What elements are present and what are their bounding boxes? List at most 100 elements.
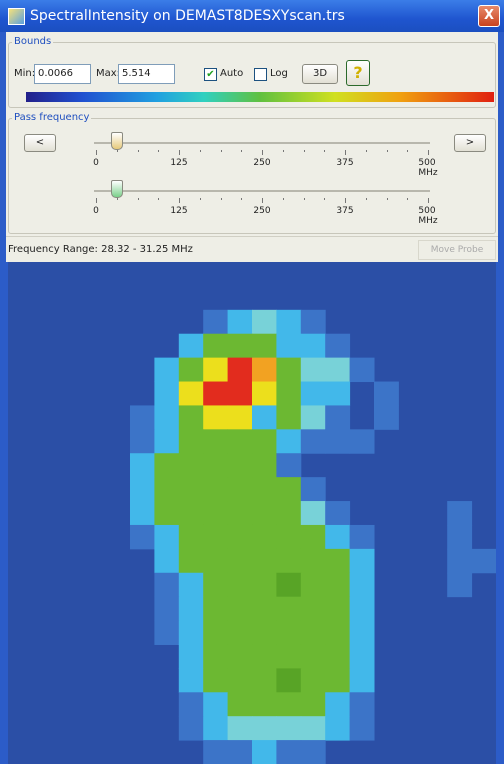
heat-cell <box>301 358 326 382</box>
heat-cell <box>252 334 277 358</box>
heat-cell <box>447 573 472 597</box>
heat-cell <box>325 597 350 621</box>
slider-tick <box>428 198 429 203</box>
heat-cell <box>228 740 253 764</box>
slider-thumb[interactable] <box>111 180 123 198</box>
heat-cell <box>203 405 228 429</box>
slider-tick-label: 375 <box>336 206 353 216</box>
slider-tick <box>158 150 159 152</box>
slider-tick <box>96 198 97 203</box>
heat-cell <box>276 334 301 358</box>
heat-cell <box>228 358 253 382</box>
heat-cell <box>179 597 204 621</box>
slider-tick <box>407 198 408 200</box>
heat-cell <box>350 525 375 549</box>
heat-cell <box>350 573 375 597</box>
heat-cell <box>154 525 179 549</box>
heat-cell <box>325 668 350 692</box>
heat-cell <box>228 310 253 334</box>
help-button[interactable]: ? <box>346 60 370 86</box>
heat-cell <box>179 621 204 645</box>
slider-tick <box>387 150 388 152</box>
heat-cell <box>350 597 375 621</box>
heat-cell <box>228 644 253 668</box>
heat-cell <box>203 429 228 453</box>
heat-cell <box>154 501 179 525</box>
heat-cell <box>350 668 375 692</box>
slider-tick <box>241 198 242 200</box>
heat-cell <box>179 501 204 525</box>
heat-cell <box>301 573 326 597</box>
heat-cell <box>325 644 350 668</box>
log-checkbox[interactable] <box>254 68 267 81</box>
group-label: Bounds <box>12 36 53 47</box>
heat-cell <box>203 644 228 668</box>
slider-tick-label: 375 <box>336 158 353 168</box>
heat-cell <box>301 549 326 573</box>
heat-cell <box>325 334 350 358</box>
slider-thumb[interactable] <box>111 132 123 150</box>
heat-cell <box>130 525 155 549</box>
heat-cell <box>276 429 301 453</box>
heat-cell <box>252 453 277 477</box>
max-input[interactable]: 5.514 <box>118 64 175 84</box>
3d-button[interactable]: 3D <box>302 64 338 84</box>
heat-cell <box>252 501 277 525</box>
slider-tick <box>221 150 222 152</box>
label: Auto <box>220 68 243 79</box>
heat-cell <box>252 692 277 716</box>
slider-tick-label: 500 MHz <box>418 206 437 226</box>
heat-cell <box>228 477 253 501</box>
heat-cell <box>130 405 155 429</box>
frequency-range: Frequency Range: 28.32 - 31.25 MHz <box>8 244 193 255</box>
control-panel: Bounds Min: 0.0066 Max: 5.514 ✔ Auto Log… <box>6 32 498 262</box>
slider-tick <box>324 150 325 152</box>
move-probe-button[interactable]: Move Probe <box>418 240 496 260</box>
heat-cell <box>179 429 204 453</box>
heat-cell <box>276 310 301 334</box>
heat-cell <box>350 692 375 716</box>
slider-tick-label: 500 MHz <box>418 158 437 178</box>
slider-tick <box>158 198 159 200</box>
heat-cell <box>203 525 228 549</box>
slider-tick <box>428 150 429 155</box>
heat-cell <box>130 477 155 501</box>
separator <box>6 236 498 237</box>
slider-tick-label: 250 <box>253 206 270 216</box>
heat-cell <box>301 597 326 621</box>
heat-cell <box>301 501 326 525</box>
window: SpectralIntensity on DEMAST8DESXYscan.tr… <box>0 0 504 764</box>
heat-cell <box>276 668 301 692</box>
min-input[interactable]: 0.0066 <box>34 64 91 84</box>
heat-cell <box>276 573 301 597</box>
heat-cell <box>228 668 253 692</box>
heat-cell <box>301 310 326 334</box>
heat-cell <box>228 453 253 477</box>
heat-cell <box>154 621 179 645</box>
heat-cell <box>203 668 228 692</box>
close-button[interactable]: X <box>478 5 500 27</box>
heat-cell <box>228 525 253 549</box>
slider-tick <box>283 198 284 200</box>
heat-cell <box>154 597 179 621</box>
heat-cell <box>276 716 301 740</box>
next-button[interactable]: > <box>454 134 486 152</box>
heat-cell <box>301 621 326 645</box>
slider-tick <box>283 150 284 152</box>
heat-cell <box>252 358 277 382</box>
slider-tick <box>117 198 118 200</box>
heat-cell <box>179 716 204 740</box>
slider-tick <box>200 198 201 200</box>
heat-cell <box>252 525 277 549</box>
prev-button[interactable]: < <box>24 134 56 152</box>
slider-tick-label: 125 <box>170 206 187 216</box>
heat-cell <box>350 549 375 573</box>
heat-cell <box>350 716 375 740</box>
slider-tick <box>262 150 263 155</box>
heat-cell <box>301 405 326 429</box>
heat-cell <box>325 525 350 549</box>
heat-cell <box>203 310 228 334</box>
auto-checkbox[interactable]: ✔ <box>204 68 217 81</box>
heat-cell <box>154 477 179 501</box>
heat-cell <box>325 358 350 382</box>
